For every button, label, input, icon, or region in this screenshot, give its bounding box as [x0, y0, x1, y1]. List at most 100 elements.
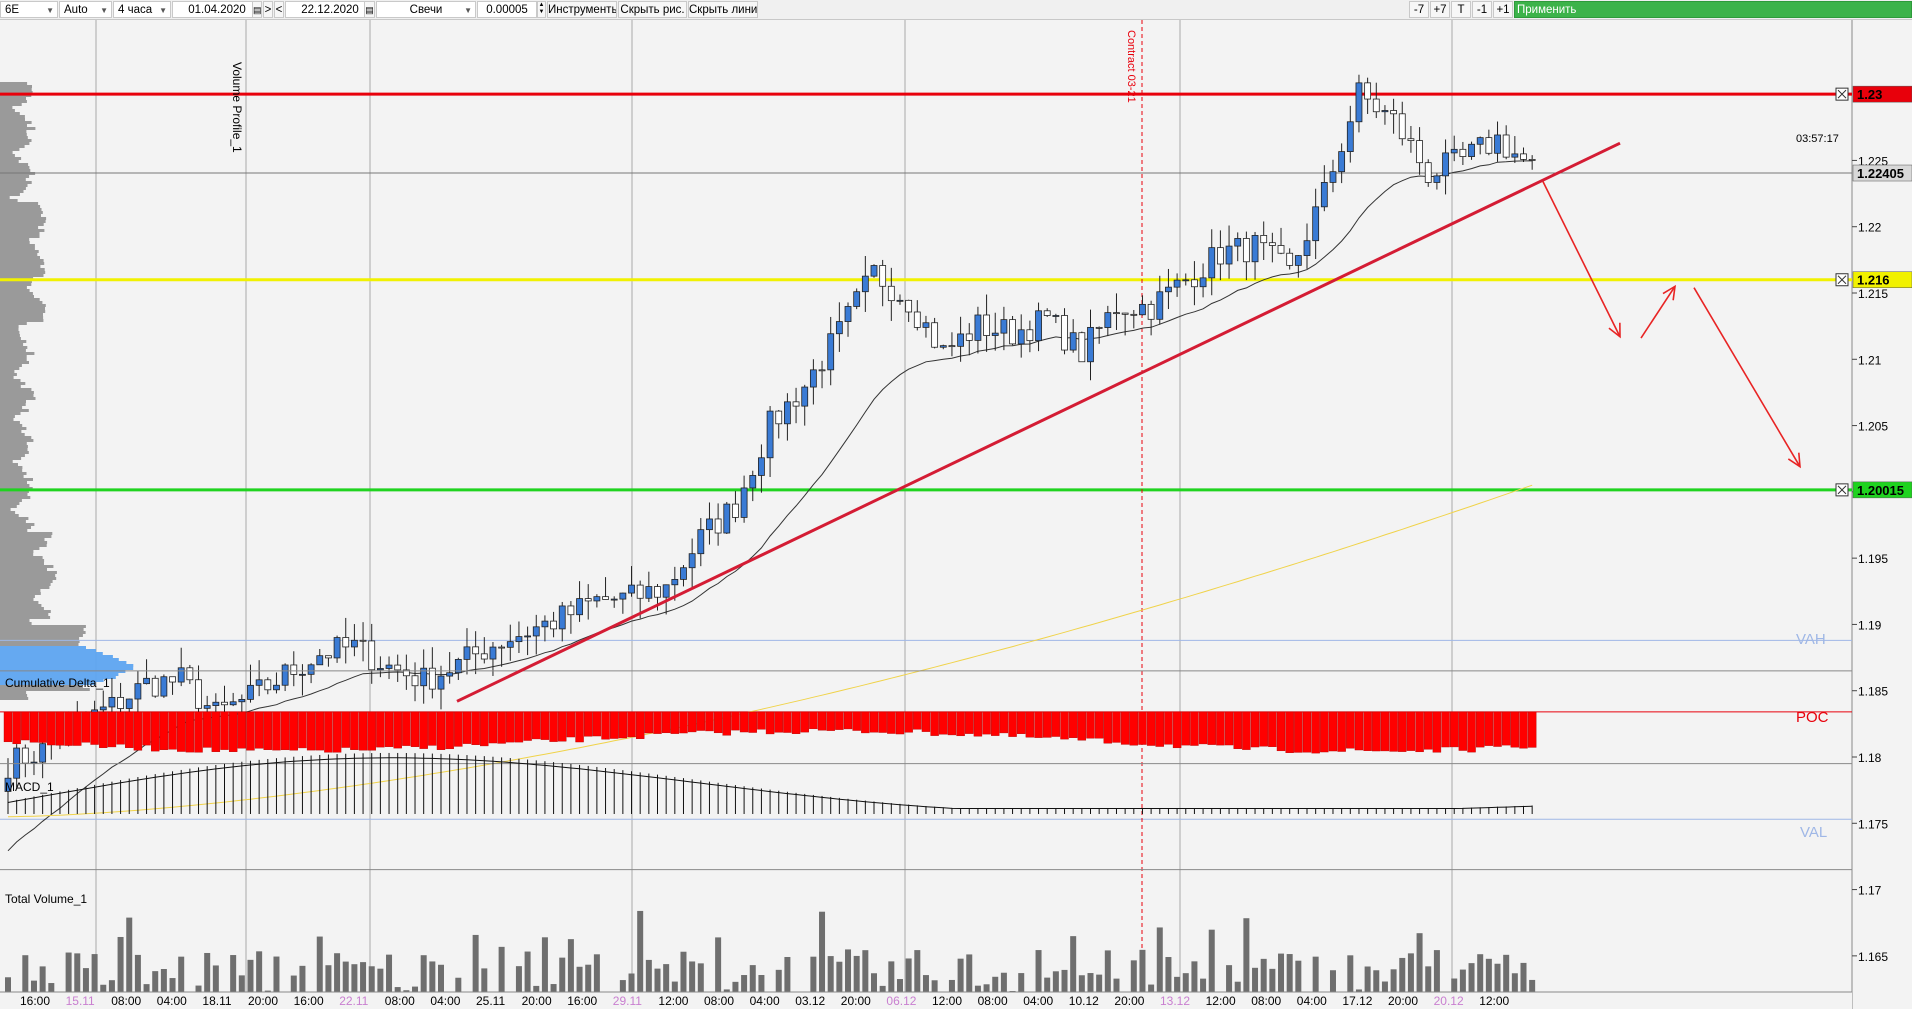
nav-prev-button[interactable]: <	[274, 1, 284, 18]
volume-bar	[1485, 958, 1492, 1009]
volume-profile-bin	[0, 448, 28, 451]
time-tick-label: 20:00	[1114, 994, 1144, 1008]
delta-bar	[21, 711, 30, 741]
volume-bar	[1373, 970, 1380, 1009]
minus1-button[interactable]: -1	[1472, 1, 1492, 18]
volume-profile-bin	[0, 178, 26, 181]
volume-profile-bin	[0, 607, 44, 610]
macd-label: MACD_1	[5, 780, 54, 794]
candle-body	[1398, 113, 1406, 140]
candle-body	[307, 664, 315, 675]
volume-bar	[152, 971, 159, 1009]
date-from-input[interactable]: 01.04.2020	[172, 1, 262, 18]
volume-bar	[845, 949, 852, 1009]
candle-body	[827, 333, 835, 371]
arrow-head	[1608, 322, 1621, 339]
price-tick-label: 1.185	[1858, 685, 1888, 699]
volume-profile-bin	[0, 262, 45, 265]
time-tick-label: 03.12	[795, 994, 825, 1008]
volume-bar	[827, 956, 834, 1009]
candle-body	[125, 698, 133, 709]
candle-body	[1173, 279, 1181, 288]
candle-body	[1000, 319, 1008, 334]
delta-bar	[1103, 711, 1113, 744]
candle-body	[1251, 235, 1259, 263]
chart-labels: Volume Profile_1 Contract 03-21 Cumulati…	[5, 30, 1839, 906]
plus1-button[interactable]: +1	[1493, 1, 1513, 18]
volume-profile-bin	[0, 310, 46, 313]
cumulative-delta-label: Cumulative Delta_1	[5, 676, 110, 690]
today-button[interactable]: T	[1451, 1, 1471, 18]
volume-profile-label: Volume Profile_1	[230, 62, 244, 153]
mode-select[interactable]: Auto ▼	[59, 1, 112, 18]
candle-body	[446, 672, 454, 677]
apply-button[interactable]: Применить	[1514, 1, 1912, 18]
volume-profile-bin	[0, 679, 104, 682]
nav-next-button[interactable]: >	[263, 1, 273, 18]
candle-body	[905, 299, 913, 313]
delta-bar	[1207, 711, 1216, 745]
candle-body	[532, 626, 540, 637]
candle-body	[1338, 151, 1346, 173]
volume-profile-bin	[0, 676, 116, 679]
tick-stepper[interactable]: ▲ ▼	[537, 1, 546, 18]
price-tag	[1852, 85, 1912, 103]
volume-profile-bin	[0, 388, 32, 391]
delta-bar	[315, 711, 324, 751]
delta-bar	[687, 711, 697, 733]
candle-body	[21, 747, 29, 764]
candle-body	[714, 518, 722, 534]
calendar-icon[interactable]: ▤	[364, 1, 375, 18]
time-tick-label: 20:00	[841, 994, 871, 1008]
candle-body	[792, 401, 800, 407]
volume-profile-bin	[0, 142, 30, 145]
symbol-select[interactable]: 6E ▼	[0, 1, 58, 18]
candle-body	[1485, 137, 1493, 154]
instruments-button[interactable]: Инструменты	[547, 1, 617, 18]
volume-bar	[749, 965, 756, 1009]
delta-bar	[679, 711, 688, 734]
volume-bar	[325, 965, 332, 1009]
time-tick-label: 13.12	[1160, 994, 1190, 1008]
candle-body	[273, 684, 280, 691]
candle-body	[697, 529, 705, 555]
time-tick-label: 20:00	[248, 994, 278, 1008]
candle-body	[1260, 235, 1268, 244]
ema200-line	[7, 484, 1533, 818]
date-to-input[interactable]: 22.12.2020	[285, 1, 375, 18]
hide-drawings-button[interactable]: Скрыть рис.	[618, 1, 687, 18]
candle-body	[385, 664, 393, 669]
chart-type-select[interactable]: Свечи ▼	[376, 1, 476, 18]
delta-bar	[211, 711, 221, 752]
hide-lines-button[interactable]: Скрыть линии	[688, 1, 758, 18]
candle-body	[965, 333, 973, 341]
delta-bar	[852, 711, 861, 731]
volume-bar	[472, 934, 479, 1009]
volume-bar	[178, 956, 185, 1009]
volume-profile-bin	[0, 244, 35, 247]
volume-profile-bin	[0, 619, 30, 622]
delta-bar	[462, 711, 472, 744]
tick-size-input[interactable]: 0.00005	[477, 1, 537, 18]
volume-bar	[559, 957, 566, 1009]
candle-body	[1416, 140, 1423, 164]
price-chart[interactable]: 1.2251.221.2151.211.2051.21.1951.191.185…	[0, 20, 1912, 1009]
candle-body	[160, 676, 168, 697]
candle-body	[1268, 242, 1276, 246]
delta-bar	[393, 711, 402, 749]
delta-bar	[1337, 711, 1346, 752]
volume-profile-bin	[0, 517, 29, 520]
volume-profile-bin	[0, 295, 34, 298]
time-tick-label: 08:00	[1251, 994, 1281, 1008]
volume-profile-bin	[0, 121, 32, 124]
volume-profile-bin	[0, 241, 30, 244]
minus7-button[interactable]: -7	[1409, 1, 1429, 18]
trendline	[456, 141, 1621, 703]
volume-profile-bin	[0, 211, 43, 214]
volume-profile-bin	[0, 373, 17, 376]
plus7-button[interactable]: +7	[1430, 1, 1450, 18]
timeframe-select[interactable]: 4 часа ▼	[113, 1, 171, 18]
delta-bar	[1233, 711, 1242, 749]
calendar-icon[interactable]: ▤	[252, 1, 262, 18]
candle-body	[576, 598, 583, 616]
